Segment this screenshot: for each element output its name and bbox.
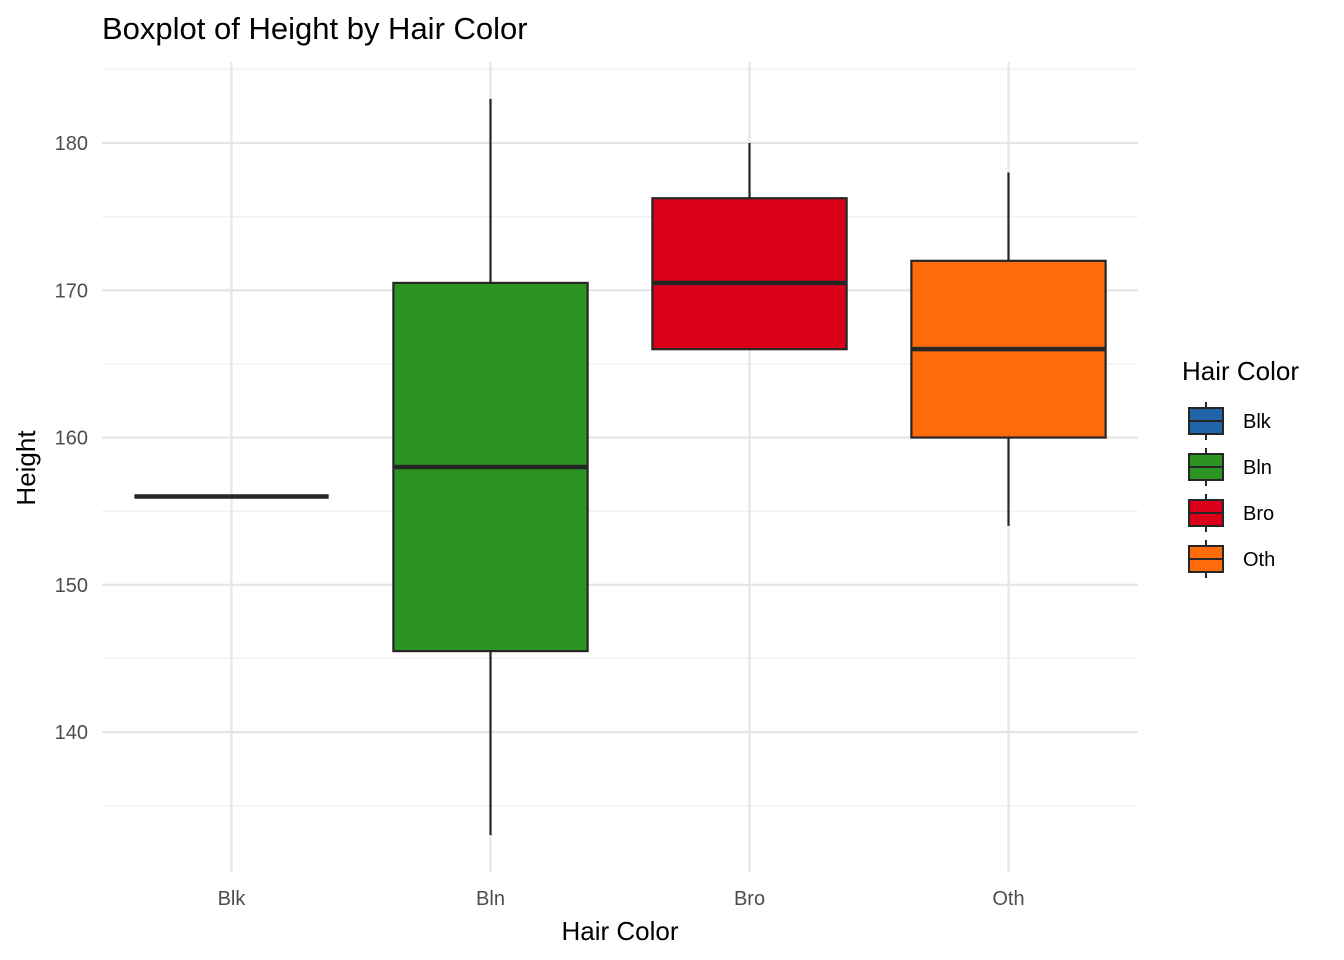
y-tick-label: 160 — [55, 428, 88, 450]
legend-item-oth: Oth — [1188, 540, 1275, 578]
box-body — [651, 197, 848, 351]
legend-label: Blk — [1243, 411, 1272, 433]
y-tick-label: 150 — [55, 575, 88, 597]
chart-title: Boxplot of Height by Hair Color — [102, 11, 528, 46]
x-axis-ticks: Blk Bln Bro Oth — [218, 888, 1025, 910]
y-axis-title: Height — [11, 430, 41, 506]
box-bln — [392, 98, 589, 836]
box-bro — [651, 143, 848, 351]
legend-label: Bro — [1243, 503, 1274, 525]
legend-item-blk: Blk — [1188, 402, 1272, 440]
x-tick-label: Oth — [992, 888, 1024, 910]
legend-title: Hair Color — [1182, 356, 1299, 386]
legend: Hair Color Blk Bln Bro Oth — [1182, 356, 1299, 578]
y-tick-label: 180 — [55, 133, 88, 155]
x-axis-title: Hair Color — [561, 916, 678, 946]
x-tick-label: Blk — [218, 888, 247, 910]
boxes — [134, 98, 1107, 836]
legend-item-bro: Bro — [1188, 494, 1274, 532]
y-tick-label: 140 — [55, 722, 88, 744]
x-tick-label: Bro — [734, 888, 765, 910]
box-oth — [910, 172, 1107, 526]
y-axis-ticks: 140 150 160 170 180 — [55, 133, 88, 744]
grid — [102, 62, 1138, 872]
legend-label: Bln — [1243, 457, 1272, 479]
legend-item-bln: Bln — [1188, 448, 1272, 486]
x-tick-label: Bln — [476, 888, 505, 910]
legend-label: Oth — [1243, 549, 1275, 571]
y-tick-label: 170 — [55, 280, 88, 302]
